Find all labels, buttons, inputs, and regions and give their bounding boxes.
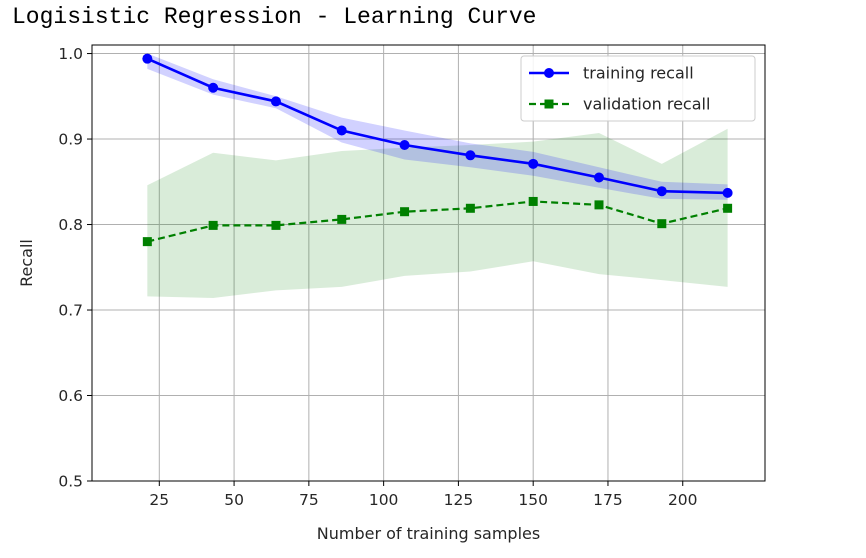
- validation-recall-point: [657, 219, 667, 229]
- legend-training-label: training recall: [583, 64, 694, 83]
- validation-recall-point: [142, 237, 152, 247]
- y-tick-label: 0.5: [58, 473, 83, 491]
- training-recall-band: [147, 53, 728, 200]
- x-axis-label: Number of training samples: [317, 524, 540, 543]
- x-tick-label: 100: [369, 491, 399, 509]
- y-tick-label: 0.8: [58, 216, 83, 234]
- training-recall-point: [270, 96, 281, 107]
- x-tick-label: 75: [299, 491, 319, 509]
- training-recall-point: [465, 150, 476, 161]
- x-tick-label: 25: [149, 491, 169, 509]
- x-tick-label: 150: [518, 491, 548, 509]
- legend-training-marker: [544, 68, 554, 78]
- training-recall-point: [722, 187, 733, 198]
- training-recall-point: [399, 140, 410, 151]
- validation-recall-line: [147, 200, 728, 243]
- validation-recall-point: [208, 220, 218, 230]
- series-lines: [146, 57, 728, 243]
- validation-recall-point: [594, 200, 604, 210]
- legend-validation-label: validation recall: [583, 95, 710, 114]
- training-recall-point: [142, 53, 153, 64]
- training-recall-point: [656, 186, 667, 197]
- legend-validation-marker: [544, 99, 554, 109]
- training-recall-line: [146, 57, 728, 195]
- validation-recall-point: [271, 220, 281, 230]
- x-tick-label: 50: [224, 491, 244, 509]
- legend-box: [520, 55, 756, 122]
- y-tick-label: 0.7: [58, 302, 83, 320]
- validation-recall-point: [528, 196, 538, 206]
- legend: training recall validation recall: [520, 55, 756, 122]
- plot-frame: [91, 44, 766, 482]
- y-tick-label: 1.0: [58, 45, 83, 63]
- y-tick-label: 0.9: [58, 131, 83, 149]
- validation-recall-point: [337, 214, 347, 224]
- training-recall-point: [593, 172, 604, 183]
- training-recall-point: [336, 125, 347, 136]
- validation-recall-point: [465, 203, 475, 213]
- page-title: Logisistic Regression - Learning Curve: [12, 4, 537, 30]
- confidence-bands: [147, 53, 728, 299]
- training-recall-point: [528, 158, 539, 169]
- y-axis-label: Recall: [17, 239, 36, 287]
- training-recall-point: [208, 82, 219, 93]
- x-tick-label: 125: [444, 491, 474, 509]
- ticks: 25 50 75 100 125 150 175 200 0.5 0.6 0.7 0.8 0.9 1.0: [58, 45, 697, 509]
- validation-recall-point: [400, 207, 410, 217]
- x-tick-label: 200: [668, 491, 698, 509]
- validation-recall-point: [723, 203, 733, 213]
- y-tick-label: 0.6: [58, 387, 83, 405]
- validation-recall-band: [147, 128, 728, 299]
- x-tick-label: 175: [593, 491, 623, 509]
- series-markers: [142, 53, 733, 247]
